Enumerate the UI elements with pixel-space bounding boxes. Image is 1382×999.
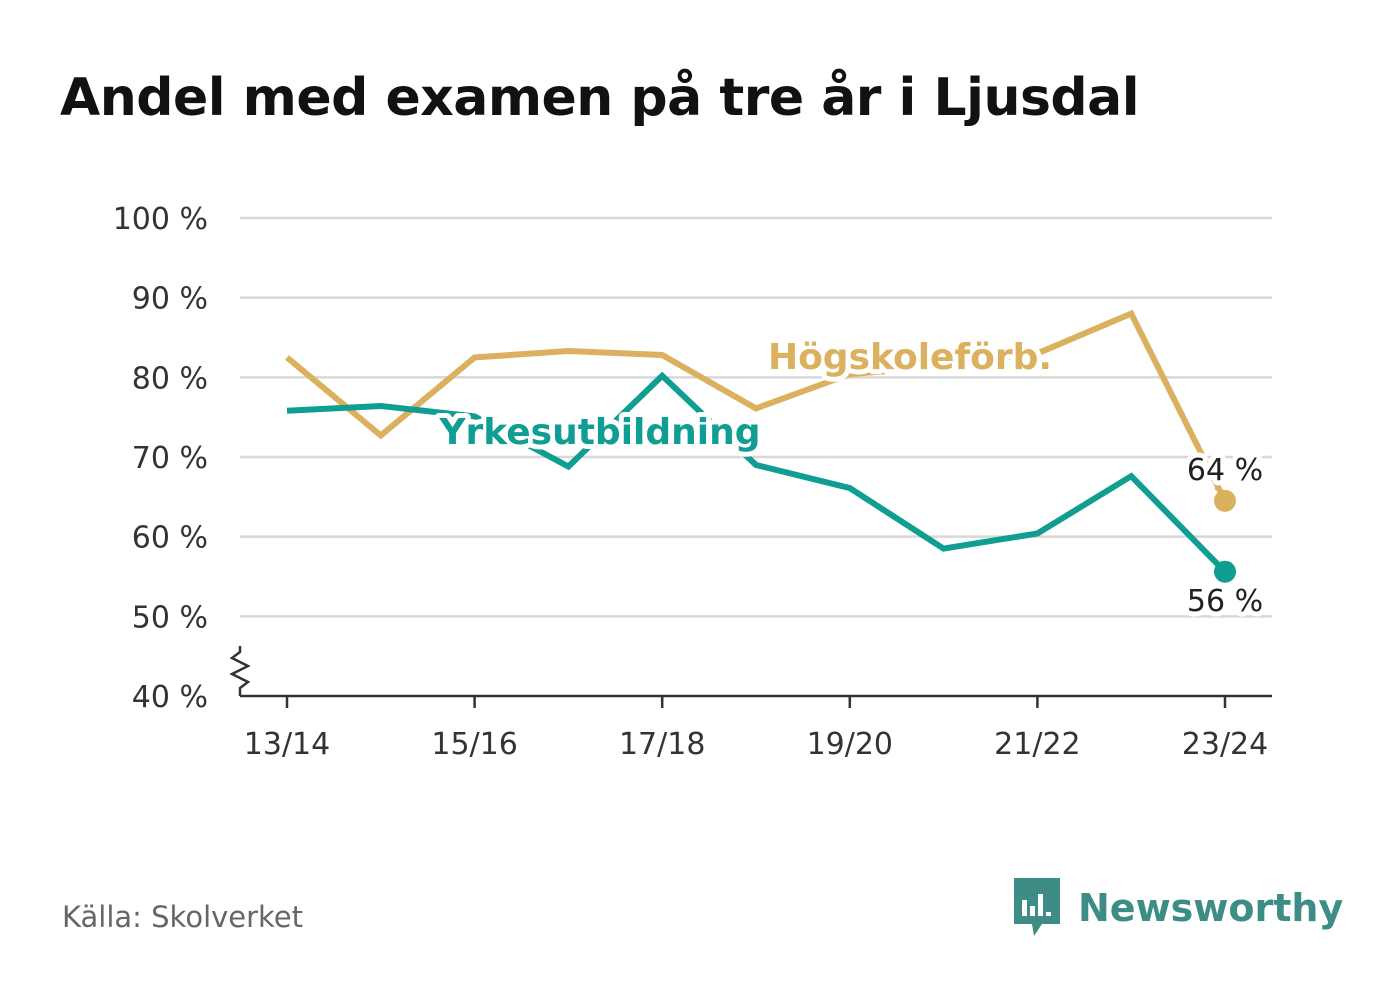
hogskole-end-value-label: 64 % xyxy=(1187,453,1263,488)
axis-break-icon xyxy=(229,646,251,696)
y-tick-label: 80 % xyxy=(132,361,208,396)
bar-chart-speech-bubble-icon xyxy=(1014,878,1060,936)
chart-title: Andel med examen på tre år i Ljusdal xyxy=(60,68,1140,128)
y-tick-label: 40 % xyxy=(132,680,208,715)
x-tick-label: 19/20 xyxy=(807,727,893,762)
y-tick-label: 70 % xyxy=(132,441,208,476)
yrkes-end-value-label: 56 % xyxy=(1187,584,1263,619)
y-tick-label: 90 % xyxy=(132,282,208,317)
yrkes-series-label: Yrkesutbildning xyxy=(438,412,760,453)
y-axis: 40 % 50 % 60 % 70 % 80 % 90 % 100 % xyxy=(113,202,251,715)
hogskole-end-marker xyxy=(1214,489,1236,512)
hogskole-label-leader xyxy=(1214,486,1223,493)
yrkes-series-line xyxy=(286,371,1228,574)
x-tick-label: 21/22 xyxy=(994,727,1080,762)
y-tick-label: 50 % xyxy=(132,600,208,635)
hogskole-series-line xyxy=(285,309,1228,503)
hogskole-series-label: Högskoleförb. xyxy=(768,337,1052,378)
y-tick-label: 60 % xyxy=(132,521,208,556)
brand-name: Newsworthy xyxy=(1078,886,1344,930)
yrkes-end-marker xyxy=(1214,560,1236,583)
series-lines xyxy=(285,309,1236,583)
x-axis: 13/14 15/16 17/18 19/20 21/22 23/24 xyxy=(240,694,1272,762)
x-tick-label: 23/24 xyxy=(1182,727,1268,762)
y-tick-label: 100 % xyxy=(113,202,208,237)
series-labels: Högskoleförb.Yrkesutbildning 64 % 56 % xyxy=(433,332,1268,624)
grid-lines xyxy=(240,216,1272,618)
x-tick-label: 17/18 xyxy=(619,727,705,762)
newsworthy-logo: Newsworthy xyxy=(1012,876,1343,940)
source-note: Källa: Skolverket xyxy=(62,900,304,934)
x-tick-label: 13/14 xyxy=(244,727,330,762)
x-tick-label: 15/16 xyxy=(431,727,517,762)
